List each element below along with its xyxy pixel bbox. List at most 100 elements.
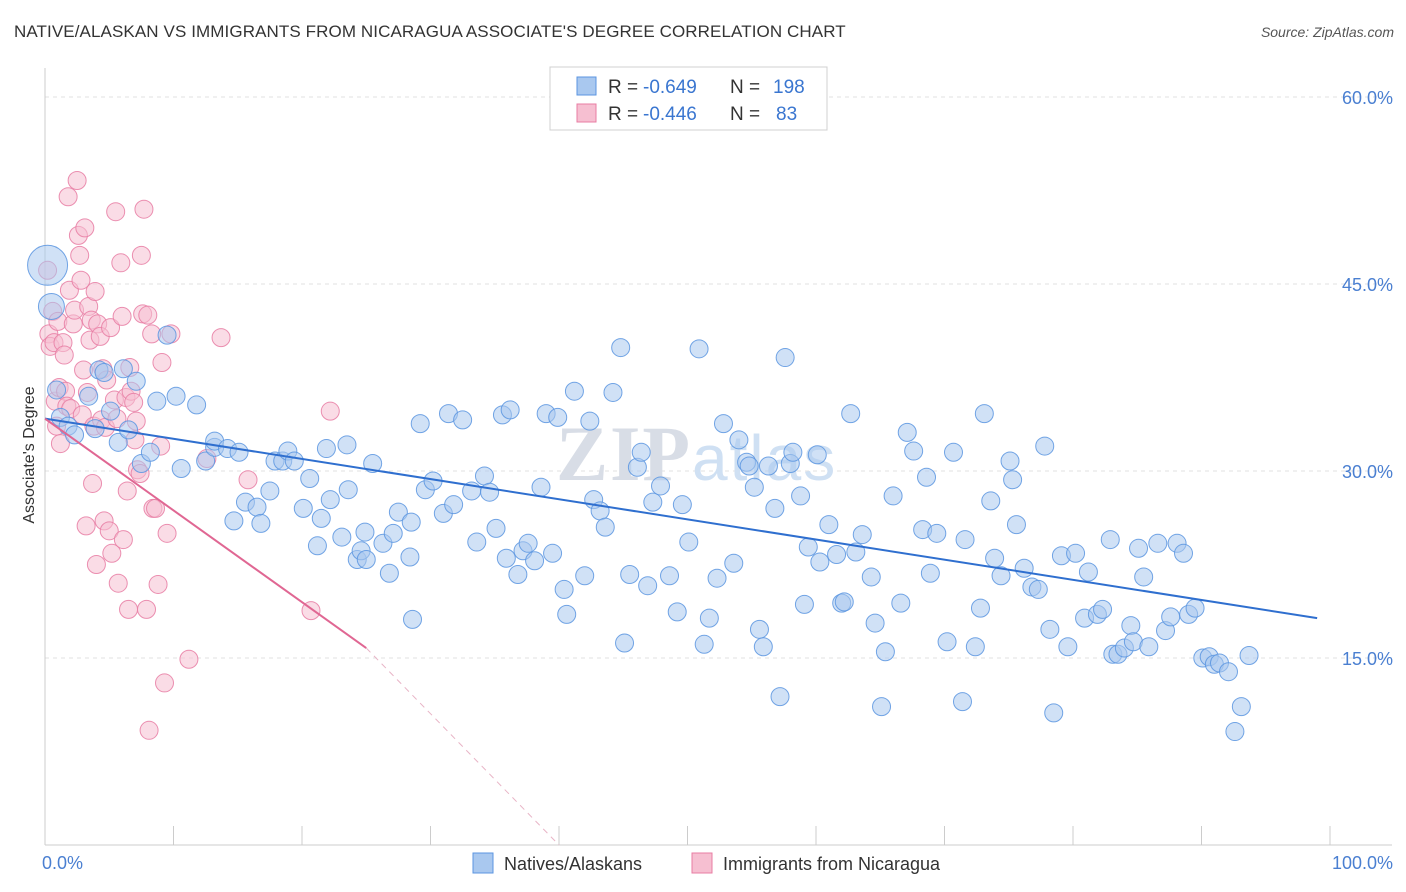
point-natives bbox=[525, 551, 545, 571]
point-natives bbox=[1239, 646, 1259, 666]
point-natives bbox=[852, 525, 872, 545]
point-natives bbox=[467, 532, 487, 552]
point-natives bbox=[355, 522, 375, 542]
point-nicaragua bbox=[131, 245, 151, 265]
point-natives bbox=[575, 566, 595, 586]
point-natives bbox=[37, 292, 65, 320]
point-natives bbox=[770, 687, 790, 707]
point-nicaragua bbox=[117, 481, 137, 501]
point-natives bbox=[620, 564, 640, 584]
point-natives bbox=[1148, 533, 1168, 553]
x-tick-labels: 0.0% 100.0% bbox=[42, 853, 1393, 873]
point-natives bbox=[1028, 579, 1048, 599]
point-natives bbox=[970, 598, 990, 618]
point-natives bbox=[615, 633, 635, 653]
point-natives bbox=[480, 482, 500, 502]
point-natives bbox=[564, 381, 584, 401]
point-natives bbox=[875, 642, 895, 662]
bottom-legend-natives: Natives/Alaskans bbox=[504, 854, 642, 874]
point-natives bbox=[187, 395, 207, 415]
point-natives bbox=[1006, 515, 1026, 535]
point-natives bbox=[508, 564, 528, 584]
point-natives bbox=[834, 592, 854, 612]
point-natives bbox=[1218, 662, 1238, 682]
point-nicaragua bbox=[155, 673, 175, 693]
point-natives bbox=[1185, 598, 1205, 618]
axes bbox=[44, 68, 1392, 846]
point-natives bbox=[410, 414, 430, 434]
point-natives bbox=[819, 515, 839, 535]
point-natives bbox=[554, 579, 574, 599]
point-natives bbox=[1134, 567, 1154, 587]
point-natives bbox=[196, 451, 216, 471]
point-nicaragua bbox=[54, 345, 74, 365]
y-tick-labels: 15.0% 30.0% 45.0% 60.0% bbox=[1342, 88, 1393, 669]
point-natives bbox=[1139, 637, 1159, 657]
y-axis-label: Associate's Degree bbox=[21, 386, 38, 523]
point-nicaragua bbox=[50, 434, 70, 454]
point-natives bbox=[293, 498, 313, 518]
point-natives bbox=[247, 497, 267, 517]
point-natives bbox=[724, 553, 744, 573]
point-natives bbox=[363, 454, 383, 474]
point-natives bbox=[316, 439, 336, 459]
point-nicaragua bbox=[119, 599, 139, 619]
point-natives bbox=[284, 451, 304, 471]
point-nicaragua bbox=[112, 306, 132, 326]
point-natives bbox=[943, 442, 963, 462]
point-natives bbox=[689, 339, 709, 359]
point-nicaragua bbox=[108, 573, 128, 593]
point-natives bbox=[171, 459, 191, 479]
point-natives bbox=[765, 498, 785, 518]
bottom-legend: Natives/Alaskans Immigrants from Nicarag… bbox=[472, 852, 941, 874]
legend-r-label-2: R = bbox=[608, 104, 638, 125]
point-natives bbox=[27, 244, 69, 286]
point-nicaragua bbox=[113, 530, 133, 550]
point-natives bbox=[126, 371, 146, 391]
trend-line-nicaragua-extension bbox=[365, 647, 560, 846]
point-nicaragua bbox=[83, 473, 103, 493]
point-natives bbox=[841, 404, 861, 424]
point-natives bbox=[518, 533, 538, 553]
point-nicaragua bbox=[101, 318, 121, 338]
point-nicaragua bbox=[67, 171, 87, 191]
point-natives bbox=[872, 697, 892, 717]
point-nicaragua bbox=[76, 516, 96, 536]
legend-r-label-1: R = bbox=[608, 77, 638, 98]
point-natives bbox=[744, 477, 764, 497]
point-natives bbox=[1078, 562, 1098, 582]
point-natives bbox=[474, 466, 494, 486]
point-natives bbox=[311, 508, 331, 528]
point-natives bbox=[94, 363, 114, 383]
point-natives bbox=[603, 382, 623, 402]
point-natives bbox=[260, 481, 280, 501]
point-nicaragua bbox=[99, 521, 119, 541]
point-nicaragua bbox=[86, 555, 106, 574]
point-natives bbox=[595, 517, 615, 537]
point-natives bbox=[166, 386, 186, 406]
legend-r-value-2: -0.446 bbox=[643, 104, 697, 125]
point-natives bbox=[320, 490, 340, 510]
point-natives bbox=[401, 512, 421, 532]
point-natives bbox=[300, 468, 320, 488]
point-natives bbox=[707, 568, 727, 588]
point-natives bbox=[631, 442, 651, 462]
bottom-legend-swatch-natives bbox=[472, 852, 494, 874]
point-natives bbox=[920, 563, 940, 583]
point-natives bbox=[1121, 616, 1141, 636]
point-natives bbox=[699, 608, 719, 628]
point-natives bbox=[1100, 530, 1120, 550]
point-natives bbox=[1231, 697, 1251, 717]
point-natives bbox=[108, 432, 128, 452]
legend-swatch-natives bbox=[576, 76, 597, 96]
point-natives bbox=[101, 401, 121, 421]
point-nicaragua bbox=[320, 401, 340, 421]
source-label: Source: ZipAtlas.com bbox=[1260, 24, 1394, 40]
point-natives bbox=[794, 594, 814, 614]
point-natives bbox=[543, 543, 563, 563]
point-nicaragua bbox=[146, 498, 166, 518]
x-tick-label: 0.0% bbox=[42, 853, 83, 873]
point-natives bbox=[1044, 703, 1064, 723]
point-natives bbox=[985, 548, 1005, 568]
point-nicaragua bbox=[85, 281, 105, 301]
